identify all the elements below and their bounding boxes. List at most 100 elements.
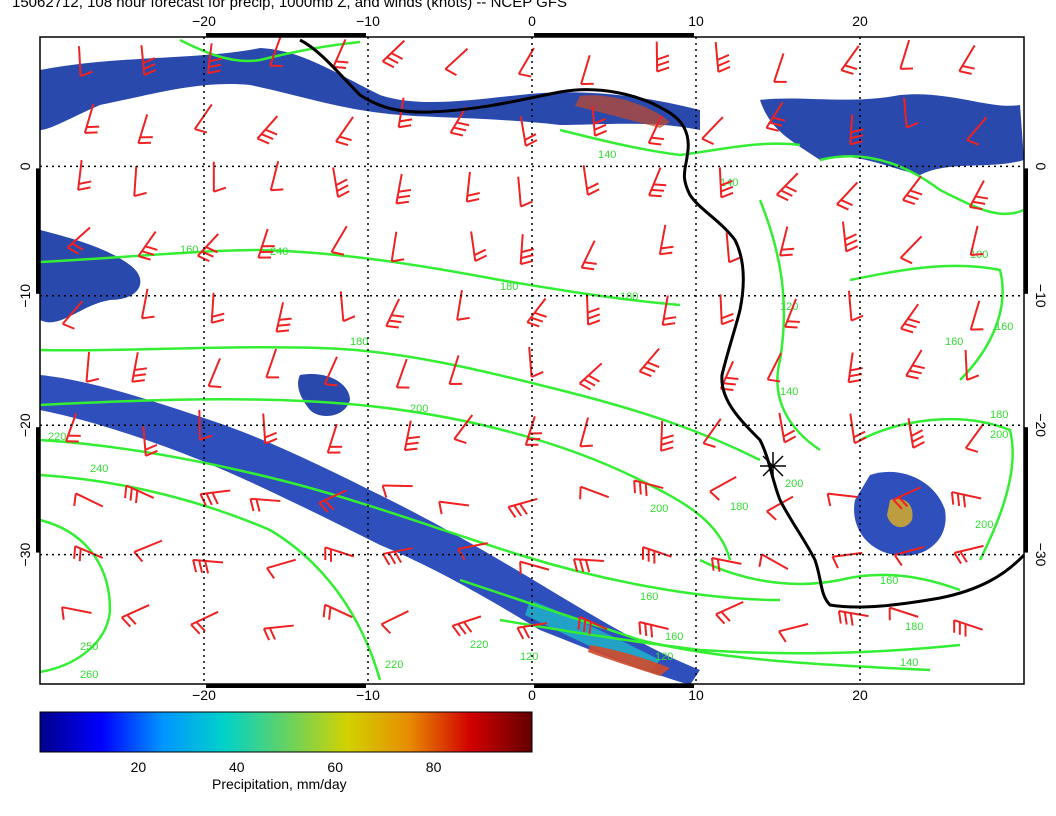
- wind-barb-flag: [66, 440, 79, 443]
- wind-barb-flag: [260, 250, 273, 253]
- wind-barb: [142, 425, 158, 457]
- lon-tick-label-bottom: 20: [852, 687, 868, 703]
- lon-tick-label-bottom: −10: [356, 687, 380, 703]
- wind-barb-staff: [579, 417, 590, 447]
- wind-barb: [140, 45, 157, 76]
- wind-barb-staff: [381, 39, 406, 63]
- wind-barb-flag: [323, 499, 335, 511]
- lat-tick-label-right: −30: [1033, 543, 1049, 567]
- wind-barb-flag: [584, 261, 597, 265]
- wind-barb-flag: [404, 447, 418, 452]
- wind-barb-flag: [717, 65, 731, 73]
- wind-barb-flag: [399, 118, 413, 123]
- wind-barb-flag: [587, 374, 600, 383]
- wind-barb-staff: [61, 300, 84, 325]
- wind-barb: [836, 181, 859, 211]
- wind-barb: [121, 604, 150, 628]
- wind-barb-flag: [720, 611, 731, 622]
- wind-barb-staff: [61, 606, 92, 614]
- wind-barb: [324, 546, 355, 562]
- wind-barb: [65, 412, 81, 443]
- wind-barb-flag: [587, 319, 601, 326]
- wind-barb-staff: [585, 294, 590, 325]
- wind-barb: [641, 546, 672, 564]
- wind-barb: [582, 165, 600, 196]
- wind-barb-staff: [142, 425, 147, 456]
- wind-barb-flag: [278, 317, 292, 321]
- wind-barb: [964, 423, 985, 453]
- chart-title: 15062712, 108 hour forecast for precip, …: [12, 0, 567, 11]
- wind-barb-staff: [841, 221, 848, 252]
- wind-barb-flag: [892, 499, 903, 510]
- wind-barb-staff: [265, 348, 278, 378]
- wind-barb: [385, 298, 405, 329]
- frame-bar: [1024, 427, 1028, 553]
- wind-barb: [257, 228, 275, 259]
- wind-barb: [265, 348, 280, 379]
- wind-barb-flag: [71, 242, 84, 251]
- wind-barb-flag: [638, 481, 642, 495]
- wind-barb-flag: [391, 314, 405, 318]
- wind-barb-flag: [463, 621, 473, 633]
- wind-barb-staff: [137, 114, 149, 144]
- wind-barb-staff: [458, 542, 488, 550]
- wind-barb-flag: [776, 193, 789, 202]
- wind-barb-flag: [720, 191, 734, 199]
- wind-barb-staff: [776, 172, 799, 196]
- wind-barb-flag: [201, 250, 214, 258]
- wind-barb-staff: [719, 294, 723, 325]
- wind-barb-flag: [390, 52, 403, 60]
- wind-barb-flag: [964, 623, 967, 637]
- wind-barb: [899, 39, 913, 70]
- wind-barb-flag: [572, 558, 579, 572]
- wind-barb-staff: [335, 116, 354, 143]
- wind-barb-staff: [658, 224, 667, 255]
- wind-barb: [715, 601, 744, 625]
- wind-barb: [765, 101, 786, 132]
- wind-barb-flag: [134, 191, 147, 198]
- wind-barb-flag: [77, 186, 91, 191]
- wind-barb-staff: [893, 486, 922, 501]
- colorbar: [39, 711, 533, 753]
- wind-barb-flag: [643, 365, 656, 373]
- wind-barb-flag: [382, 553, 391, 566]
- wind-barb: [137, 114, 153, 145]
- frame-bar: [206, 684, 366, 688]
- contour-label-layer: 140 140 160 180 180 200 200 200 220 240 220 180 160 1…: [48, 149, 1013, 681]
- wind-barb-flag: [850, 128, 864, 134]
- wind-barb-staff: [323, 356, 338, 385]
- wind-barb: [249, 497, 281, 512]
- wind-barb-flag: [970, 252, 984, 257]
- wind-barb-flag: [844, 64, 858, 71]
- wind-barb-staff: [269, 37, 282, 66]
- wind-barb-flag: [328, 607, 332, 620]
- wind-barb-flag: [474, 254, 488, 263]
- wind-barb-flag: [701, 137, 714, 146]
- wind-barb: [262, 413, 278, 445]
- wind-barb-flag: [843, 611, 848, 625]
- wind-barb-flag: [780, 189, 793, 197]
- wind-barb-staff: [894, 546, 924, 556]
- wind-barb-flag: [837, 610, 842, 624]
- wind-barb-flag: [959, 70, 972, 75]
- wind-barb: [778, 412, 797, 444]
- wind-barb-flag: [778, 630, 787, 643]
- wind-barb-flag: [199, 493, 207, 506]
- precip-patch-west: [40, 230, 141, 323]
- wind-barb-flag: [758, 554, 763, 567]
- wind-barb-staff: [197, 233, 219, 257]
- wind-barb-flag: [342, 315, 356, 323]
- wind-barb-flag: [211, 492, 219, 505]
- wind-barb-staff: [519, 116, 527, 147]
- contour-line: [39, 438, 781, 602]
- wind-barb-flag: [638, 621, 642, 635]
- colorbar-label: Precipitation, mm/day: [212, 776, 347, 792]
- wind-barb-flag: [656, 66, 670, 73]
- wind-barb: [579, 485, 610, 500]
- wind-barb-flag: [583, 619, 587, 633]
- wind-barb-flag: [527, 438, 541, 441]
- wind-barb-flag: [141, 250, 155, 256]
- wind-barb-flag: [208, 63, 222, 69]
- wind-barb-flag: [144, 443, 158, 451]
- wind-barb-flag: [720, 179, 733, 187]
